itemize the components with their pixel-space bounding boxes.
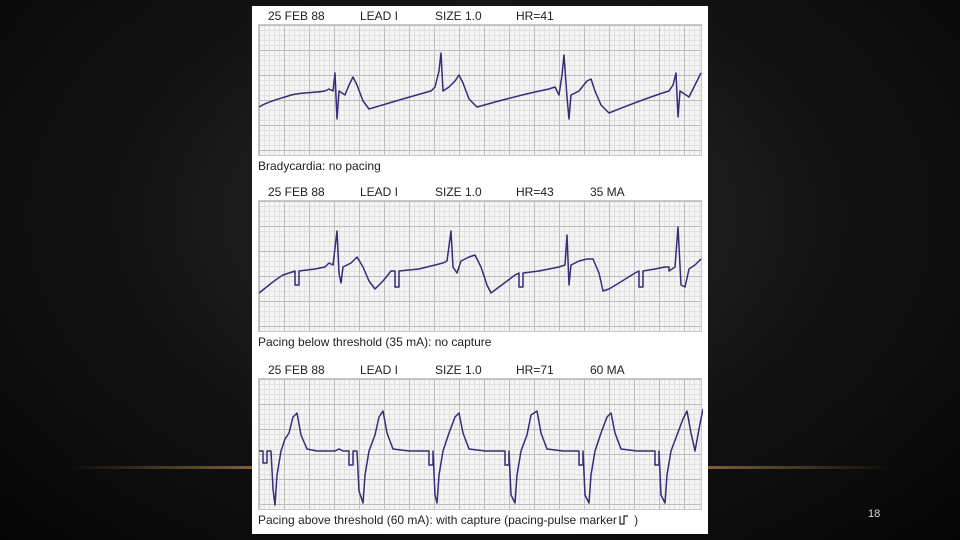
strip-size: SIZE 1.0 [435,363,482,377]
strip-heart-rate: HR=43 [516,185,554,199]
strip-lead: LEAD I [360,185,399,199]
strip-caption: Pacing below threshold (35 mA): no captu… [258,335,492,349]
strip-size: SIZE 1.0 [435,185,482,199]
strip-date: 25 FEB 88 [268,185,325,199]
strip-pacing-current: 60 MA [590,363,625,377]
strip-header: 25 FEB 88 LEAD I SIZE 1.0 HR=41 [252,6,708,26]
strip-size: SIZE 1.0 [435,9,482,23]
strip-caption-text: Pacing above threshold (60 mA): with cap… [258,513,617,527]
ecg-strip [258,200,702,332]
ecg-trace [259,52,702,120]
ecg-trace [259,408,703,506]
strip-date: 25 FEB 88 [268,363,325,377]
ecg-figure: 25 FEB 88 LEAD I SIZE 1.0 HR=41 Bradycar… [252,6,708,534]
strip-lead: LEAD I [360,363,399,377]
strip-heart-rate: HR=71 [516,363,554,377]
strip-lead: LEAD I [360,9,399,23]
strip-header: 25 FEB 88 LEAD I SIZE 1.0 HR=71 60 MA [252,360,708,380]
ecg-trace [259,226,702,294]
strip-heart-rate: HR=41 [516,9,554,23]
ecg-strip [258,24,702,156]
ecg-strip [258,378,703,510]
pacing-pulse-marker-icon [619,514,631,529]
strip-caption-suffix: ) [630,513,639,527]
strip-date: 25 FEB 88 [268,9,325,23]
strip-header: 25 FEB 88 LEAD I SIZE 1.0 HR=43 35 MA [252,182,708,202]
strip-caption: Bradycardia: no pacing [258,159,381,173]
strip-pacing-current: 35 MA [590,185,625,199]
slide-number: 18 [868,508,881,520]
strip-caption: Pacing above threshold (60 mA): with cap… [258,513,638,529]
